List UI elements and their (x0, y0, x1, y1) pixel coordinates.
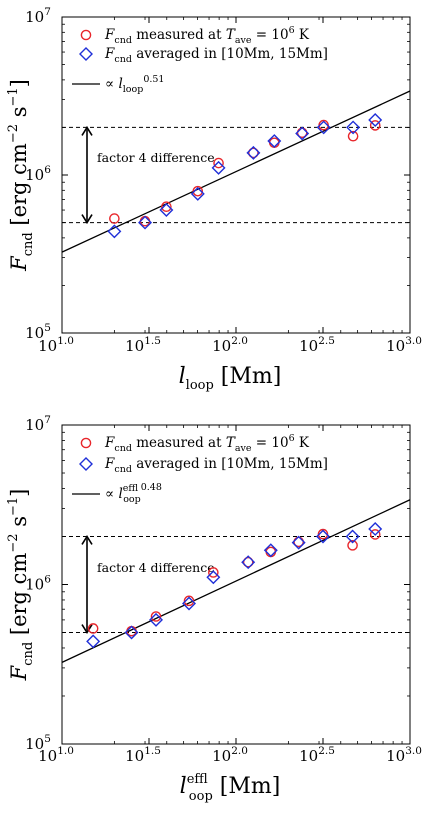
data-point-diamond (263, 543, 278, 558)
data-point-diamond (138, 215, 153, 230)
legend-marker-diamond (79, 457, 93, 471)
data-point-diamond (291, 535, 306, 550)
legend-label-fit: ∝ leff loop0.48 (105, 482, 162, 505)
x-tick-label: 101.5 (125, 335, 161, 355)
data-point-circle (369, 529, 381, 540)
data-point-diamond (206, 570, 221, 585)
data-point-circle (208, 567, 219, 578)
x-tick-label: 101.0 (38, 335, 74, 355)
data-point-diamond (86, 634, 101, 649)
data-point-diamond (368, 112, 383, 127)
y-axis-title: Fcnd [erg cm−2 s−1] (6, 79, 36, 272)
x-tick-label: 103.0 (386, 745, 422, 765)
x-tick-label: 102.0 (212, 335, 248, 355)
factor-arrow-head-bottom (81, 214, 93, 225)
legend-marker-circle (80, 29, 92, 41)
y-tick-label: 107 (25, 6, 51, 26)
y-tick-label: 105 (25, 733, 51, 753)
data-point-diamond (159, 203, 174, 218)
data-point-circle (248, 147, 259, 159)
factor-arrow-head-top (81, 534, 93, 545)
fit-line (62, 499, 410, 663)
data-point-diamond (107, 224, 122, 239)
data-point-diamond (190, 186, 205, 201)
x-tick-label: 102.5 (299, 335, 335, 355)
data-point-diamond (316, 529, 330, 544)
data-point-diamond (124, 625, 139, 640)
data-point-diamond (295, 126, 310, 141)
x-axis-title: leff loop [Mm] (180, 772, 281, 804)
data-point-circle (109, 213, 120, 224)
data-point-circle (161, 201, 172, 213)
data-point-circle (192, 185, 204, 197)
fit-line (62, 90, 410, 253)
x-tick-label: 101.0 (38, 745, 74, 765)
legend-label-averaged: Fcnd averaged in [10Mm, 15Mm] (104, 456, 328, 475)
x-tick-label: 101.5 (125, 745, 161, 765)
data-point-circle (265, 546, 277, 558)
data-point-circle (347, 540, 358, 551)
x-tick-label: 102.0 (212, 745, 248, 765)
data-point-diamond (246, 145, 261, 160)
chart-bottom: 101.0 101.5 102.0 102.5 103.0 105 106 107 leff lo… (6, 414, 422, 804)
y-tick-label: 107 (25, 414, 51, 434)
data-point-circle (213, 157, 224, 169)
x-axis-title: lloop [Mm] (179, 364, 282, 393)
data-point-circle (183, 595, 195, 607)
data-point-circle (150, 611, 162, 622)
annotation-factor: factor 4 difference (97, 560, 215, 575)
data-point-diamond (316, 120, 331, 135)
annotation-factor: factor 4 difference (97, 150, 215, 165)
legend-label-fit: ∝ lloop0.51 (105, 74, 164, 95)
data-point-circle (369, 120, 381, 131)
legend-label-measured: Fcnd measured at Tave = 106 K (104, 433, 310, 454)
data-point-diamond (267, 134, 282, 149)
y-tick-label: 106 (25, 574, 51, 594)
data-point-diamond (149, 612, 164, 627)
factor-arrow-head-bottom (81, 624, 93, 635)
legend-label-averaged: Fcnd averaged in [10Mm, 15Mm] (104, 46, 328, 65)
factor-arrow-head-top (81, 125, 93, 136)
chart-top: 101.0 101.5 102.0 102.5 103.0 105 106 107 lloop … (6, 6, 422, 393)
data-point-diamond (241, 555, 256, 570)
data-point-diamond (182, 596, 197, 611)
y-axis-title: Fcnd [erg cm−2 s−1] (6, 489, 36, 682)
legend-marker-diamond (79, 47, 93, 61)
data-point-circle (268, 137, 280, 149)
data-point-circle (242, 556, 254, 568)
x-tick-label: 102.5 (299, 745, 335, 765)
data-point-circle (347, 130, 359, 142)
data-point-diamond (211, 160, 226, 175)
x-tick-label: 103.0 (386, 335, 422, 355)
data-point-diamond (345, 529, 360, 544)
legend-marker-circle (80, 437, 92, 449)
y-tick-label: 105 (25, 322, 51, 342)
data-point-diamond (368, 521, 383, 536)
data-point-diamond (346, 120, 361, 135)
data-point-circle (87, 623, 99, 634)
y-tick-label: 106 (25, 164, 51, 184)
legend-label-measured: Fcnd measured at Tave = 106 K (104, 25, 310, 46)
